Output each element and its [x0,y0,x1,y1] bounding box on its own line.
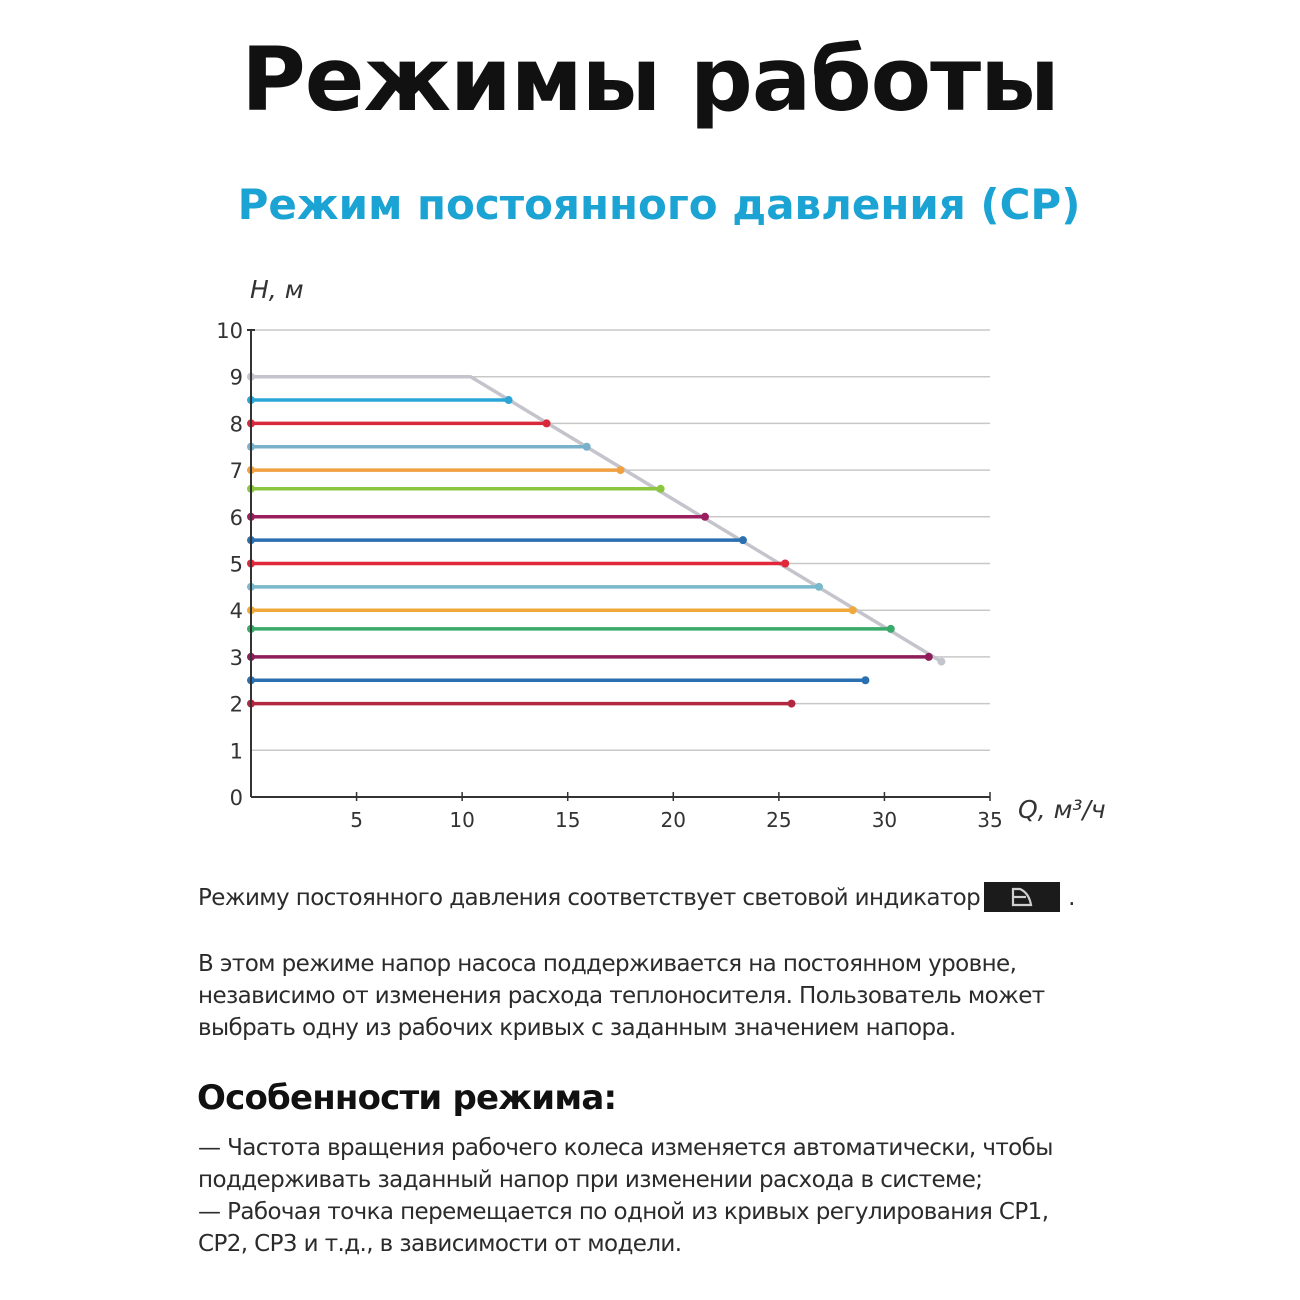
y-tick-label: 4 [230,599,243,623]
x-tick-label: 10 [449,808,474,832]
features-line: — Частота вращения рабочего колеса измен… [198,1135,1053,1161]
description-line: В этом режиме напор насоса поддерживаетс… [198,951,1017,977]
y-tick-label: 1 [230,739,243,763]
constant-pressure-indicator-icon [984,881,1061,912]
y-tick-label: 0 [230,786,243,810]
indicator-period: . [1068,885,1075,911]
axes [247,329,991,801]
cp-curve-end-dot [781,559,790,568]
x-tick-label: 35 [977,808,1002,832]
features-line: CP2, CP3 и т.д., в зависимости от модели… [198,1231,682,1257]
cp-curve-end-dot [616,466,625,475]
y-axis-label: H, м [250,275,304,304]
cp-curve-end-dot [504,396,513,405]
x-tick-label: 5 [350,808,363,832]
x-tick-label: 20 [661,808,686,832]
y-tick-label: 6 [230,506,243,530]
cp-curve-end-dot [738,536,747,545]
y-tick-label: 9 [230,366,243,390]
features-heading: Особенности режима: [197,1078,617,1118]
cp-curve-end-dot [582,442,591,451]
features-list: — Частота вращения рабочего колеса измен… [198,1132,1053,1260]
indicator-sentence: Режиму постоянного давления соответствуе… [198,885,981,911]
description-paragraph: В этом режиме напор насоса поддерживаетс… [198,948,1045,1044]
page-title: Режимы работы [241,28,1059,131]
y-tick-label: 2 [230,693,243,717]
description-line: выбрать одну из рабочих кривых с заданны… [198,1015,956,1041]
features-line: — Рабочая точка перемещается по одной из… [198,1199,1049,1225]
description-line: независимо от изменения расхода теплонос… [198,983,1045,1009]
chart-subtitle: Режим постоянного давления (CP) [237,180,1081,229]
y-tick-label: 5 [230,553,243,577]
x-tick-label: 30 [872,808,897,832]
cp-curves [247,396,933,708]
indicator-paragraph: Режиму постоянного давления соответствуе… [198,881,1075,914]
max-envelope-curve [247,372,946,666]
cp-curve-end-dot [924,652,933,661]
cp-curve-end-dot [787,699,796,708]
y-tick-label: 8 [230,412,243,436]
cp-curve-end-dot [814,582,823,591]
x-axis-label: Q, м³/ч [1018,795,1106,824]
y-tick-label: 10 [216,319,243,343]
cp-curve-end-dot [700,512,709,521]
x-tick-label: 15 [555,808,580,832]
constant-pressure-chart: 0 1 2 3 4 5 6 7 8 9 10 5 10 15 20 25 30 35 H, м Q, м³/ч [216,275,1105,832]
cp-curve-end-dot [861,676,870,685]
features-line: поддерживать заданный напор при изменени… [198,1167,983,1193]
y-tick-label: 7 [230,459,243,483]
cp-curve-end-dot [886,624,895,633]
cp-curve-end-dot [656,484,665,493]
cp-curve-end-dot [542,419,551,428]
x-tick-label: 25 [766,808,791,832]
axis-labels: 0 1 2 3 4 5 6 7 8 9 10 5 10 15 20 25 30 35 H, м Q, м³/ч [216,275,1105,832]
envelope-end-dot [937,657,946,666]
envelope-line [251,374,943,664]
cp-curve-end-dot [848,606,857,615]
y-tick-label: 3 [230,646,243,670]
